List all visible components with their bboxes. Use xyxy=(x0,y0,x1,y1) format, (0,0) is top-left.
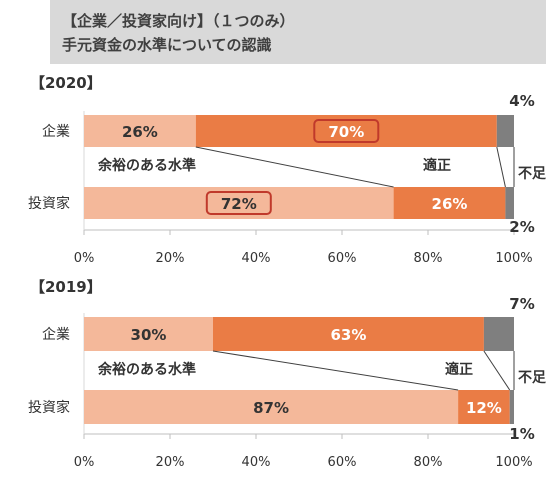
chart1-value-label: 12% xyxy=(466,399,502,417)
chart1-legend-ample: 余裕のある水準 xyxy=(97,361,196,378)
chart1-category-label: 投資家 xyxy=(28,399,70,416)
header-title: 【企業／投資家向け】（１つのみ） xyxy=(62,12,295,30)
chart0-legend-insufficient: 不足 xyxy=(518,166,547,182)
chart0-x-tick-label: 100% xyxy=(495,251,532,266)
chart0-connector-line xyxy=(496,146,506,188)
chart0-x-tick-label: 80% xyxy=(414,251,443,266)
chart1-value-label: 63% xyxy=(330,326,366,344)
chart0-value-label: 70% xyxy=(328,123,364,141)
header-box xyxy=(50,0,546,64)
chart0-value-label: 26% xyxy=(122,123,158,141)
chart0-category-label: 企業 xyxy=(42,123,70,140)
chart1-x-tick-label: 0% xyxy=(74,455,95,470)
chart1-bar-segment xyxy=(84,390,459,424)
chart0-bar-segment xyxy=(505,187,514,219)
chart1-bar-segment xyxy=(458,390,510,424)
chart0-x-tick-label: 60% xyxy=(328,251,357,266)
chart0-value-label: 26% xyxy=(432,195,468,213)
chart0-x-tick-label: 40% xyxy=(242,251,271,266)
chart1-legend-appropriate: 適正 xyxy=(445,361,473,378)
chart0-x-tick-label: 20% xyxy=(156,251,185,266)
chart1-x-tick-label: 20% xyxy=(156,455,185,470)
chart0-category-label: 投資家 xyxy=(28,195,70,212)
chart0-x-tick-label: 0% xyxy=(74,251,95,266)
chart0-shortage-value-label: 2% xyxy=(509,218,534,236)
chart0-bar-segment xyxy=(393,187,506,219)
chart0-highlight-box xyxy=(205,191,272,215)
chart0-legend-appropriate: 適正 xyxy=(423,157,451,174)
chart1-x-tick-label: 80% xyxy=(414,455,443,470)
chart1-shortage-value-label: 1% xyxy=(509,425,534,443)
chart0-title: 【2020】 xyxy=(30,74,102,92)
chart1-bar-segment xyxy=(509,390,514,424)
chart1-category-label: 企業 xyxy=(42,326,70,343)
chart1-value-label: 30% xyxy=(131,326,167,344)
chart0-connector-line xyxy=(195,146,394,188)
chart0-shortage-value-label: 4% xyxy=(509,92,534,110)
chart1-shortage-value-label: 7% xyxy=(509,295,534,313)
chart0-bar-segment xyxy=(496,115,514,147)
chart1-value-label: 87% xyxy=(253,399,289,417)
chart1-title: 【2019】 xyxy=(30,278,102,296)
chart1-x-tick-label: 100% xyxy=(495,455,532,470)
chart1-connector-line xyxy=(483,350,511,391)
chart0-bar-segment xyxy=(84,115,196,147)
chart0-value-label: 72% xyxy=(221,195,257,213)
chart1-bar-segment xyxy=(213,317,484,351)
chart1-bar-segment xyxy=(84,317,213,351)
chart1-bar-segment xyxy=(483,317,514,351)
chart1-x-tick-label: 40% xyxy=(242,455,271,470)
chart1-connector-line xyxy=(212,350,459,391)
chart1-x-tick-label: 60% xyxy=(328,455,357,470)
header-subtitle: 手元資金の水準についての認識 xyxy=(62,36,272,54)
chart0-highlight-box xyxy=(313,119,380,143)
chart1-legend-insufficient: 不足 xyxy=(518,370,547,386)
chart0-legend-ample: 余裕のある水準 xyxy=(97,157,196,174)
